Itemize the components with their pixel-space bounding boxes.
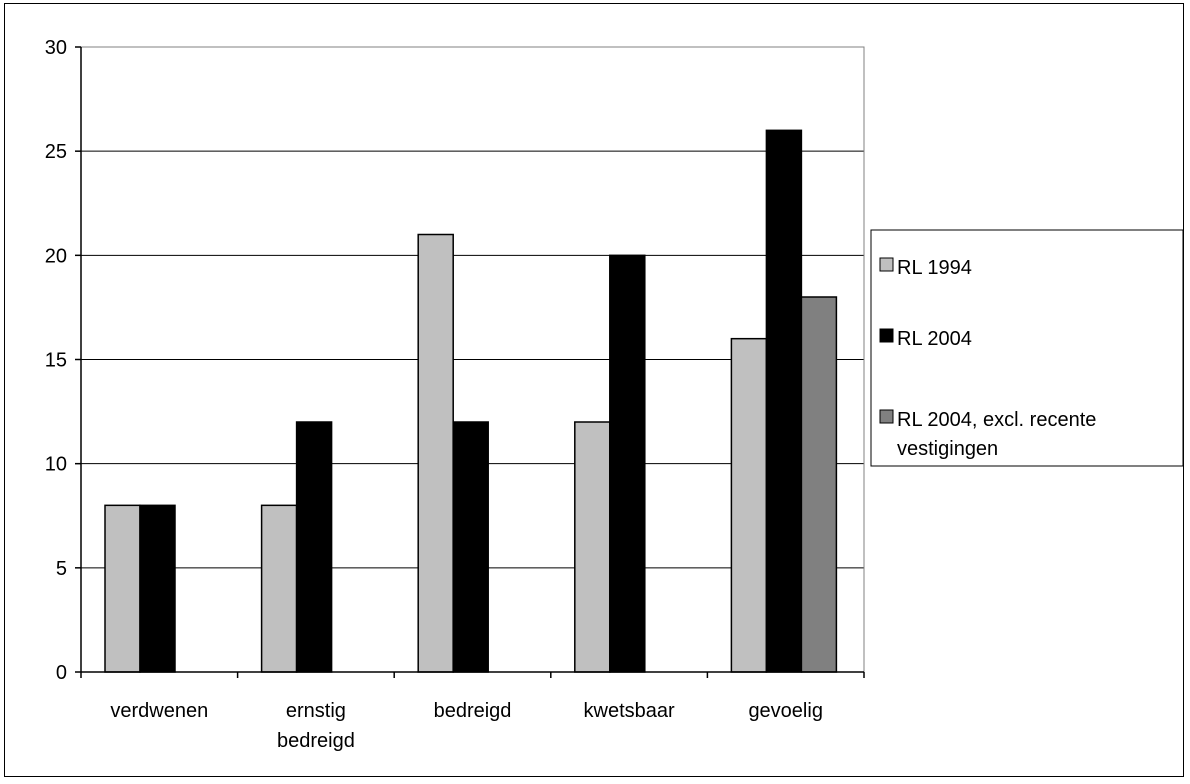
y-tick-label: 5: [56, 558, 67, 580]
x-category-label: verdwenen: [110, 700, 208, 722]
legend-swatch: [879, 409, 894, 424]
bar: [800, 296, 838, 673]
y-tick-label: 10: [45, 454, 67, 476]
axes: 0 5 10 15 20 25 30 verdwenen ernstig bedreigd bedr…: [45, 37, 865, 752]
x-category-label: bedreigd: [277, 730, 355, 752]
bar: [139, 504, 176, 673]
bar: [452, 421, 489, 673]
y-tick-label: 25: [45, 141, 67, 163]
legend-label: RL 2004: [897, 328, 972, 350]
bar: [295, 421, 333, 673]
x-category-label: bedreigd: [434, 700, 512, 722]
legend-box: [870, 229, 1184, 467]
bar: [765, 129, 803, 673]
legend-label: RL 1994: [897, 257, 972, 279]
legend-label: RL 2004, excl. recente: [897, 409, 1096, 431]
bar: [609, 254, 646, 673]
y-tick-label: 30: [45, 37, 67, 59]
bar: [730, 337, 768, 673]
x-category-label: ernstig: [286, 700, 346, 722]
bar: [104, 504, 141, 673]
legend: RL 1994 RL 2004 RL 2004, excl. recente vest…: [870, 229, 1184, 467]
bar: [574, 421, 611, 673]
y-tick-label: 15: [45, 350, 67, 372]
y-tick-label: 0: [56, 662, 67, 684]
x-category-label: kwetsbaar: [584, 700, 675, 722]
bar: [417, 233, 454, 673]
y-tick-label: 20: [45, 245, 67, 267]
legend-label: vestigingen: [897, 438, 998, 460]
bar: [260, 504, 298, 673]
legend-swatch: [879, 257, 894, 272]
legend-swatch: [879, 328, 894, 343]
bars: [104, 129, 838, 673]
x-category-label: gevoelig: [748, 700, 823, 722]
